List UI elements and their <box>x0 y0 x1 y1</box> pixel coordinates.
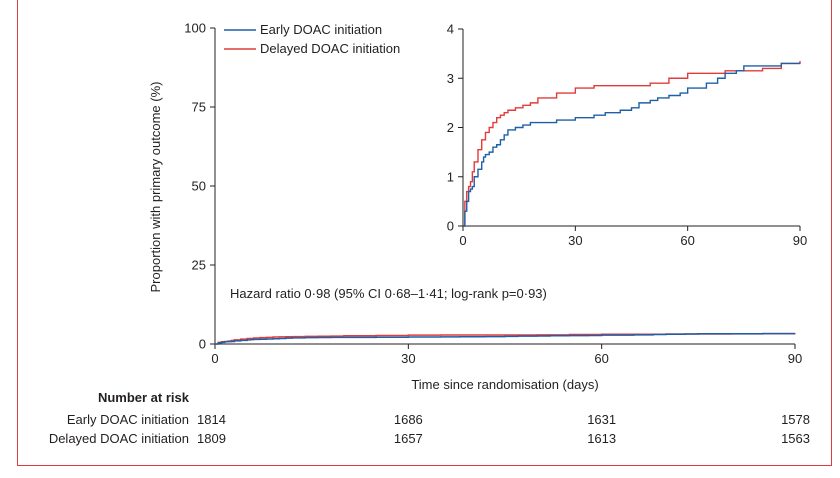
main-curves <box>215 332 796 345</box>
main-y-tick-label: 50 <box>192 179 206 194</box>
main-x-tick-label: 60 <box>594 351 608 366</box>
inset-y-tick-label: 2 <box>447 120 454 135</box>
main-y-tick-label: 25 <box>192 258 206 273</box>
main-curve-delayed <box>215 332 796 345</box>
legend-delayed-label: Delayed DOAC initiation <box>260 41 400 56</box>
inset-y-tick-label: 4 <box>447 22 454 37</box>
risk-value: 1631 <box>587 412 616 427</box>
risk-row-early-label: Early DOAC initiation <box>67 412 189 427</box>
main-y-tick-label: 75 <box>192 100 206 115</box>
inset-ticks: 0 30 60 90 0 1 2 3 4 <box>447 22 807 249</box>
main-x-tick-label: 0 <box>211 351 218 366</box>
inset-axes <box>462 29 800 227</box>
risk-values: 1814 1686 1631 1578 1809 1657 1613 1563 <box>197 412 810 446</box>
legend: Early DOAC initiation Delayed DOAC initi… <box>224 22 400 56</box>
risk-value: 1657 <box>394 431 423 446</box>
inset-curve-early <box>463 62 800 227</box>
hazard-ratio-annotation: Hazard ratio 0·98 (95% CI 0·68–1·41; log… <box>230 286 547 301</box>
figure-frame <box>17 0 832 466</box>
inset-x-tick-label: 60 <box>680 233 694 248</box>
legend-early-label: Early DOAC initiation <box>260 22 382 37</box>
risk-value: 1809 <box>197 431 226 446</box>
risk-value: 1613 <box>587 431 616 446</box>
inset-x-tick-label: 0 <box>459 233 466 248</box>
main-y-tick-label: 100 <box>184 21 206 36</box>
y-axis-label: Proportion with primary outcome (%) <box>148 82 163 293</box>
inset-curves <box>463 61 801 227</box>
main-curve-early <box>215 332 795 345</box>
risk-table: Number at risk Early DOAC initiation Del… <box>49 390 810 446</box>
inset-y-tick-label: 1 <box>447 169 454 184</box>
risk-value: 1686 <box>394 412 423 427</box>
risk-value: 1814 <box>197 412 226 427</box>
main-y-tick-label: 0 <box>199 337 206 352</box>
risk-value: 1563 <box>781 431 810 446</box>
risk-value: 1578 <box>781 412 810 427</box>
inset-x-tick-label: 90 <box>793 233 807 248</box>
inset-curve-delayed <box>463 61 801 227</box>
inset-y-tick-label: 0 <box>447 219 454 234</box>
risk-row-delayed-label: Delayed DOAC initiation <box>49 431 189 446</box>
inset-x-tick-label: 30 <box>568 233 582 248</box>
main-x-tick-label: 90 <box>788 351 802 366</box>
inset-y-tick-label: 3 <box>447 71 454 86</box>
main-x-tick-label: 30 <box>401 351 415 366</box>
x-axis-label: Time since randomisation (days) <box>411 377 598 392</box>
risk-table-title: Number at risk <box>98 390 190 405</box>
